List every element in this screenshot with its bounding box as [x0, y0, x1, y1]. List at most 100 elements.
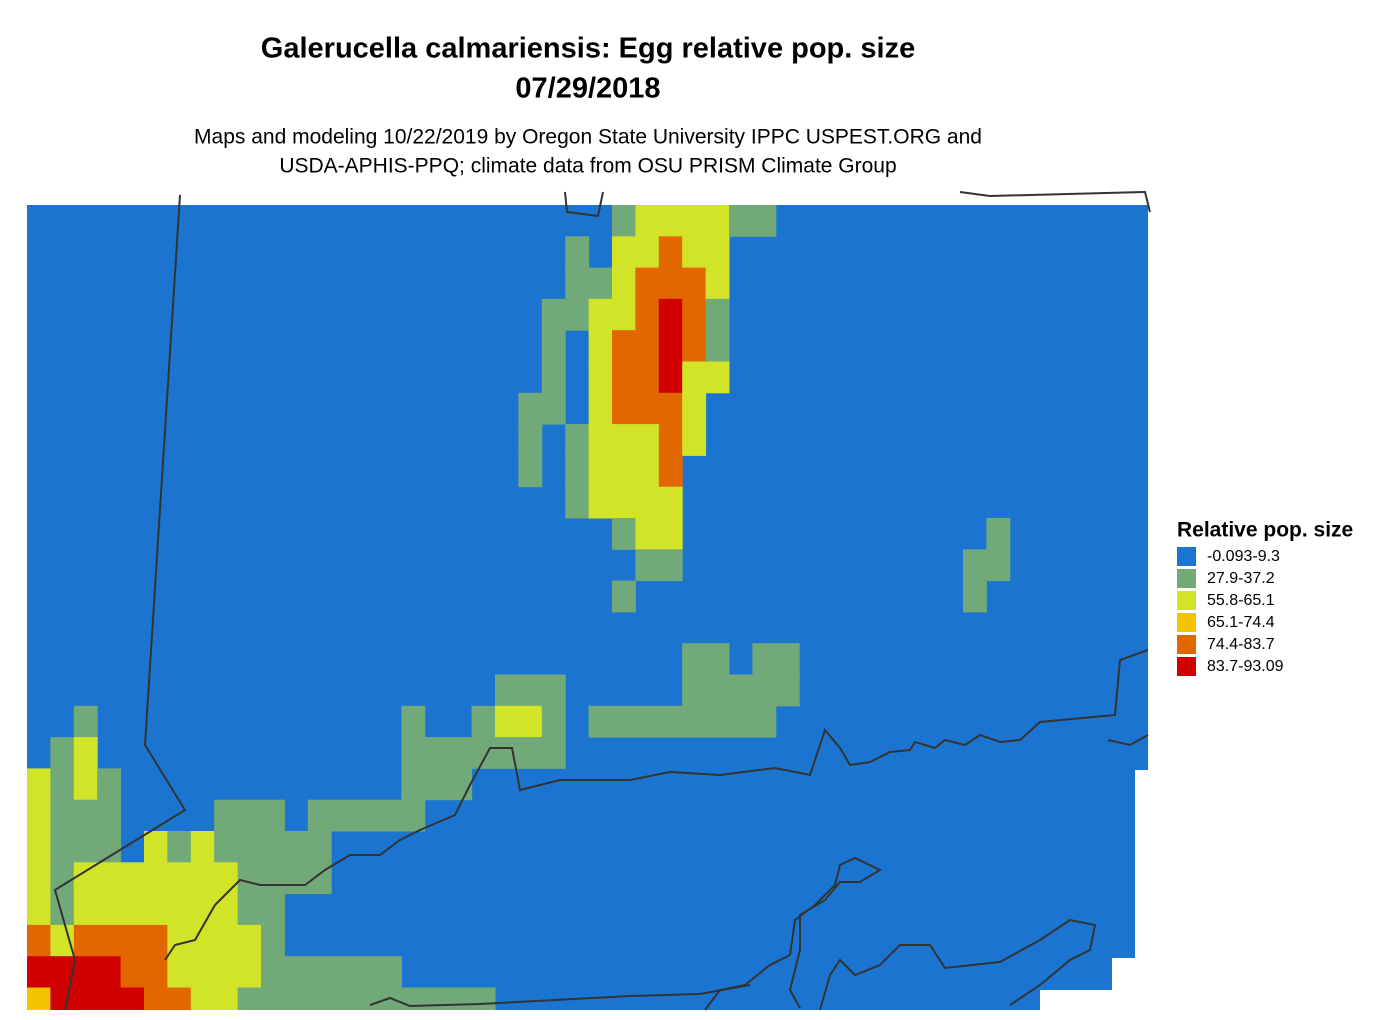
raster-cell [565, 267, 613, 300]
raster-cell [27, 893, 51, 926]
raster-cell [518, 455, 543, 488]
raster-cell [682, 643, 730, 675]
raster-cell [612, 580, 636, 613]
raster-cell [261, 924, 285, 957]
subtitle: USDA-APHIS-PPQ; climate data from OSU PR… [279, 155, 896, 178]
raster-cell [27, 768, 51, 801]
raster-cell [73, 768, 98, 801]
raster-cell [50, 737, 75, 769]
raster-cell [565, 424, 590, 456]
shoreline [959, 190, 1151, 213]
legend-label: 65.1-74.4 [1207, 614, 1275, 631]
raster-cell [190, 987, 239, 1010]
raster-cell [612, 330, 660, 362]
title: Galerucella calmariensis: Egg relative p… [261, 33, 915, 65]
raster-cell [27, 831, 51, 863]
raster-cell [986, 518, 1011, 550]
state-border [53, 194, 187, 1011]
raster-cell [612, 361, 660, 394]
raster-cell [658, 361, 683, 394]
legend-label: 55.8-65.1 [1207, 592, 1275, 609]
raster-cell [588, 361, 613, 394]
legend-swatch [1177, 591, 1196, 610]
raster-cell [682, 424, 707, 456]
raster-cell [541, 298, 590, 331]
raster-cell [167, 956, 262, 988]
legend-swatch [1177, 547, 1196, 566]
raster-cell [237, 862, 332, 895]
raster-cell [705, 298, 730, 331]
raster-cell [682, 392, 707, 425]
raster-cell [588, 705, 777, 738]
shoreline [369, 984, 751, 1008]
raster-cell [541, 330, 566, 362]
raster-cell [50, 987, 75, 1010]
raster-cell [495, 674, 566, 707]
raster-cell [541, 705, 566, 738]
raster-cell [963, 549, 1011, 582]
title: 07/29/2018 [515, 73, 660, 105]
legend-label: 27.9-37.2 [1207, 570, 1275, 587]
raster-cell [588, 298, 636, 331]
raster-cell [50, 924, 75, 957]
raster-cell [144, 987, 192, 1010]
raster-cell [588, 424, 660, 456]
raster-cell [963, 580, 987, 613]
subtitle: Maps and modeling 10/22/2019 by Oregon S… [194, 126, 982, 149]
raster-cell [50, 893, 75, 926]
long-island [704, 856, 883, 1011]
raster-cell [73, 987, 145, 1010]
raster-cell [635, 298, 660, 331]
raster-cell [705, 267, 730, 300]
legend-swatch [1177, 657, 1196, 676]
raster-cell [50, 799, 122, 832]
map [27, 205, 1152, 1010]
raster-cell [658, 236, 683, 269]
no-data [1135, 770, 1150, 1010]
raster-cell [658, 424, 683, 456]
raster-cell [237, 893, 285, 926]
raster-cell [401, 705, 426, 738]
raster-cell [144, 831, 168, 863]
raster-cell [27, 987, 51, 1010]
shoreline [164, 649, 1149, 961]
raster-cell [307, 799, 426, 832]
raster-cell [50, 768, 75, 801]
raster-cell [682, 330, 707, 362]
raster-cell [658, 330, 683, 362]
raster-cell [73, 737, 98, 769]
raster-cell [612, 267, 636, 300]
shoreline [564, 191, 604, 218]
raster-cell [401, 768, 473, 801]
raster-cell [50, 831, 122, 863]
raster-cell [73, 893, 239, 926]
raster-cell [612, 392, 683, 425]
raster-cell [73, 924, 168, 957]
raster-cell [729, 205, 777, 237]
raster-cell [541, 361, 566, 394]
raster-cell [588, 455, 660, 488]
raster-cell [682, 361, 730, 394]
raster-cell [658, 455, 683, 488]
legend-label: 74.4-83.7 [1207, 636, 1275, 653]
no-data [1040, 990, 1152, 1010]
legend-swatch [1177, 613, 1196, 632]
legend-label: 83.7-93.09 [1207, 658, 1284, 675]
long-island [819, 918, 1097, 1011]
legend-swatch [1177, 569, 1196, 588]
raster-cell [495, 705, 543, 738]
raster-cell [27, 799, 51, 832]
raster-cell [518, 424, 543, 456]
raster-cell [588, 392, 613, 425]
legend-label: -0.093-9.3 [1207, 548, 1280, 565]
raster-cell [214, 799, 285, 832]
raster-cell [588, 486, 683, 519]
raster-cell [97, 768, 122, 801]
raster-cell [120, 956, 168, 988]
raster-cell [73, 862, 239, 895]
raster-cell [635, 205, 730, 237]
raster-cell [401, 737, 566, 769]
raster-cell [612, 518, 636, 550]
raster-cell [635, 549, 683, 582]
